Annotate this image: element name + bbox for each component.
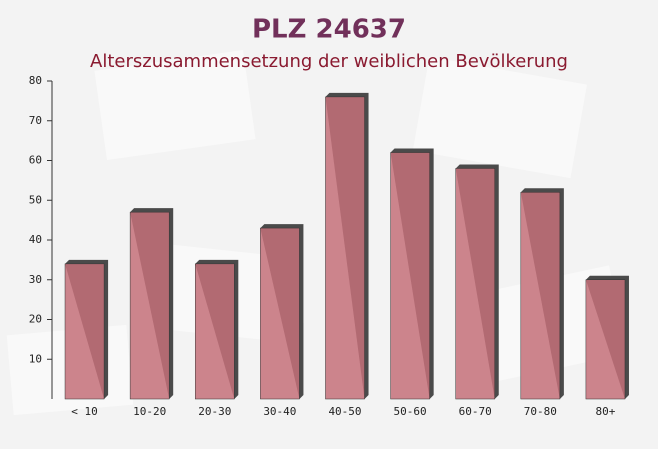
y-tick-label: 60 bbox=[29, 154, 42, 167]
bar bbox=[194, 263, 235, 400]
x-tick-label: 70-80 bbox=[524, 405, 557, 418]
y-tick-label: 30 bbox=[29, 273, 42, 286]
y-tick-label: 70 bbox=[29, 114, 42, 127]
y-tick-label: 50 bbox=[29, 193, 42, 206]
bar bbox=[260, 227, 300, 400]
y-tick-label: 80 bbox=[29, 74, 42, 87]
bar bbox=[129, 211, 170, 400]
x-tick-label: < 10 bbox=[71, 405, 98, 418]
x-tick-label: 80+ bbox=[596, 405, 616, 418]
x-tick-label: 10-20 bbox=[133, 405, 166, 418]
y-tick-label: 20 bbox=[29, 313, 42, 326]
bar bbox=[325, 96, 365, 400]
bar bbox=[455, 168, 496, 400]
bar bbox=[585, 279, 626, 400]
chart-title: PLZ 24637 bbox=[252, 15, 406, 45]
y-tick-label: 10 bbox=[29, 352, 42, 365]
x-tick-label: 40-50 bbox=[328, 405, 361, 418]
bar bbox=[390, 152, 430, 400]
chart-subtitle: Alterszusammensetzung der weiblichen Bev… bbox=[90, 51, 568, 72]
bar bbox=[520, 192, 561, 400]
x-tick-label: 20-30 bbox=[198, 405, 231, 418]
bar bbox=[64, 263, 105, 400]
x-tick-label: 50-60 bbox=[394, 405, 427, 418]
x-tick-label: 60-70 bbox=[459, 405, 492, 418]
x-tick-label: 30-40 bbox=[263, 405, 296, 418]
y-tick-label: 40 bbox=[29, 233, 42, 246]
